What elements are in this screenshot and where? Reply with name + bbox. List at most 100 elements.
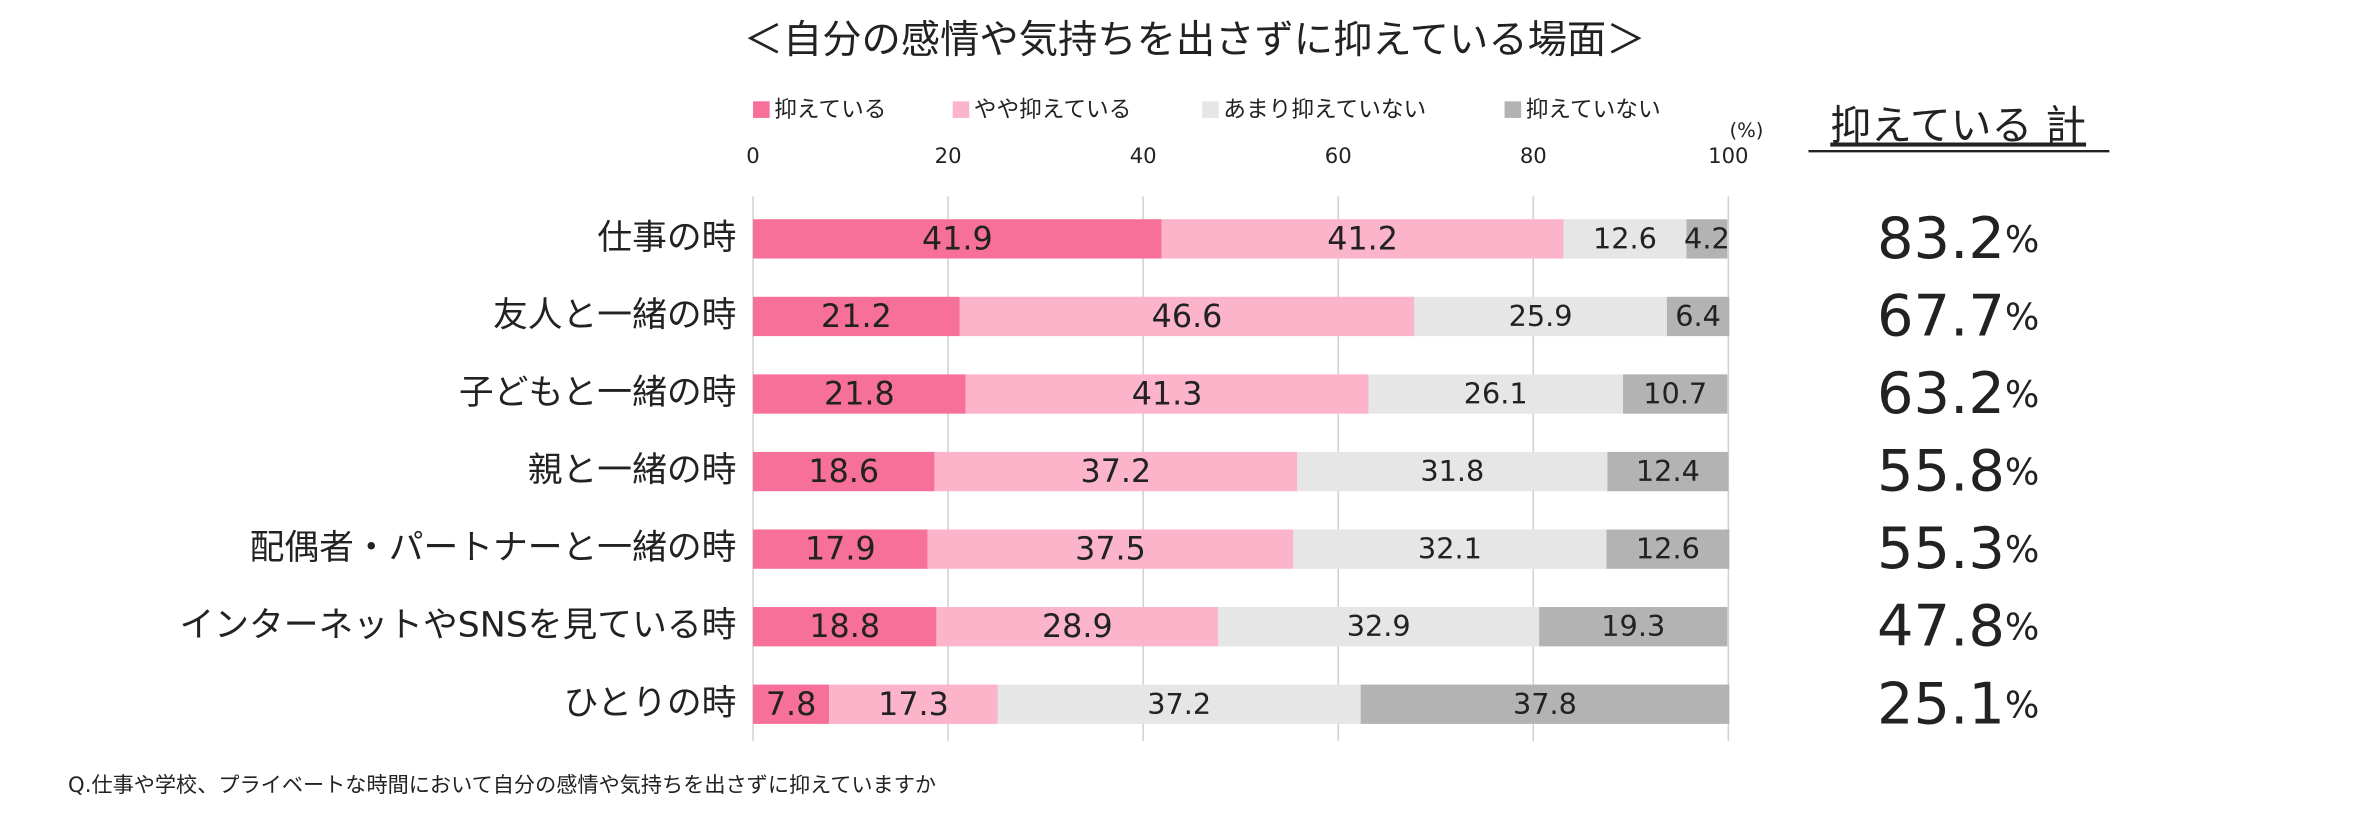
total-unit: %: [2005, 528, 2039, 571]
total-label: 55.3%: [1877, 515, 2039, 582]
totals-header: 抑えている 計: [1830, 102, 2086, 150]
bar-segment: [1368, 374, 1624, 414]
legend-label: あまり抑えていない: [1223, 97, 1426, 123]
legend-swatch: [1504, 101, 1522, 118]
bar-segment: [1297, 451, 1608, 492]
bar-segment: [753, 607, 937, 647]
x-tick-label: 100: [1708, 143, 1748, 168]
x-tick-label: 80: [1520, 143, 1547, 168]
data-label: 25.9: [1509, 299, 1573, 333]
chart-title: ＜自分の感情や気持ちを出さずに抑えている場面＞: [744, 18, 1646, 63]
category-label: 配偶者・パートナーと一緒の時: [250, 528, 737, 568]
bar-segment: [753, 219, 1162, 259]
data-label: 37.2: [1080, 454, 1151, 490]
data-label: 18.8: [809, 609, 880, 645]
bar-segment: [965, 374, 1369, 414]
bar-segment: [1686, 219, 1728, 259]
legend-swatch: [1202, 101, 1219, 118]
data-label: 17.9: [805, 532, 876, 568]
total-label: 47.8%: [1877, 592, 2039, 659]
data-label: 12.6: [1636, 532, 1700, 566]
data-label: 41.2: [1327, 221, 1398, 257]
category-label: 子どもと一緒の時: [459, 373, 736, 413]
category-label: 友人と一緒の時: [493, 295, 736, 335]
bar-segment: [753, 529, 928, 569]
total-label: 25.1%: [1877, 670, 2039, 737]
x-tick-label: 40: [1130, 143, 1157, 168]
category-label: 仕事の時: [597, 218, 736, 258]
bar-segment: [753, 296, 960, 337]
bar-segment: [829, 684, 998, 724]
total-value: 55.8: [1877, 437, 2005, 504]
data-label: 37.8: [1513, 687, 1577, 721]
data-label: 31.8: [1420, 454, 1484, 488]
data-label: 37.5: [1075, 532, 1146, 568]
bar-segment: [1539, 607, 1728, 647]
bar-segment: [997, 684, 1361, 724]
category-label: ひとりの時: [564, 683, 737, 723]
data-label: 21.8: [824, 377, 895, 413]
total-value: 83.2: [1877, 205, 2005, 272]
total-value: 63.2: [1877, 360, 2005, 427]
total-label: 83.2%: [1877, 205, 2039, 272]
legend-swatch: [952, 101, 970, 118]
data-label: 18.6: [808, 454, 879, 490]
data-label: 17.3: [878, 687, 949, 723]
data-label: 37.2: [1147, 687, 1211, 721]
data-label: 26.1: [1464, 377, 1528, 411]
bar-segment: [753, 374, 966, 414]
bar-segment: [1666, 296, 1730, 337]
data-label: 12.6: [1593, 221, 1657, 255]
bar-segment: [1623, 374, 1728, 414]
category-label: 親と一緒の時: [528, 451, 737, 491]
bar-segment: [753, 451, 935, 492]
total-unit: %: [2005, 218, 2039, 261]
legend-label: やや抑えている: [974, 97, 1132, 123]
total-unit: %: [2005, 606, 2039, 649]
total-label: 55.8%: [1877, 437, 2039, 504]
data-label: 32.9: [1347, 609, 1411, 643]
bar-segment: [1161, 219, 1564, 259]
total-value: 67.7: [1877, 282, 2005, 349]
bar-segment: [934, 451, 1298, 492]
category-label: インターネットやSNSを見ている時: [179, 606, 736, 646]
total-value: 55.3: [1877, 515, 2005, 582]
bar-segment: [1563, 219, 1687, 259]
legend-swatch: [753, 101, 770, 118]
bar-segment: [753, 684, 830, 724]
bar-segment: [1606, 529, 1730, 569]
total-unit: %: [2005, 683, 2039, 726]
bar-segment: [959, 296, 1415, 337]
total-unit: %: [2005, 295, 2039, 338]
bar-segment: [927, 529, 1294, 569]
legend-label: 抑えている: [774, 97, 886, 123]
total-label: 63.2%: [1877, 360, 2039, 427]
data-label: 46.6: [1152, 299, 1223, 335]
total-unit: %: [2005, 451, 2039, 494]
total-value: 47.8: [1877, 592, 2005, 659]
bar-segment: [1607, 451, 1729, 492]
bar-segment: [1360, 684, 1730, 724]
data-label: 32.1: [1418, 532, 1482, 566]
data-label: 6.4: [1675, 299, 1721, 333]
legend-label: 抑えていない: [1526, 97, 1661, 123]
x-tick-label: 60: [1325, 143, 1352, 168]
x-tick-label: 0: [746, 143, 759, 168]
bar-segment: [1293, 529, 1607, 569]
data-label: 4.2: [1684, 221, 1730, 255]
data-label: 12.4: [1636, 454, 1700, 488]
data-label: 7.8: [766, 687, 817, 723]
axis-unit: (%): [1729, 119, 1763, 142]
data-label: 21.2: [821, 299, 892, 335]
footnote: Q.仕事や学校、プライベートな時間において自分の感情や気持ちを出さずに抑えていま…: [68, 772, 936, 797]
data-label: 41.3: [1132, 377, 1203, 413]
bar-segment: [936, 607, 1219, 647]
bar-segment: [1414, 296, 1667, 337]
total-unit: %: [2005, 373, 2039, 416]
data-label: 41.9: [922, 221, 993, 257]
bar-segment: [1218, 607, 1540, 647]
data-label: 10.7: [1643, 377, 1707, 411]
total-value: 25.1: [1877, 670, 2005, 737]
data-label: 19.3: [1601, 609, 1665, 643]
x-tick-label: 20: [935, 143, 962, 168]
